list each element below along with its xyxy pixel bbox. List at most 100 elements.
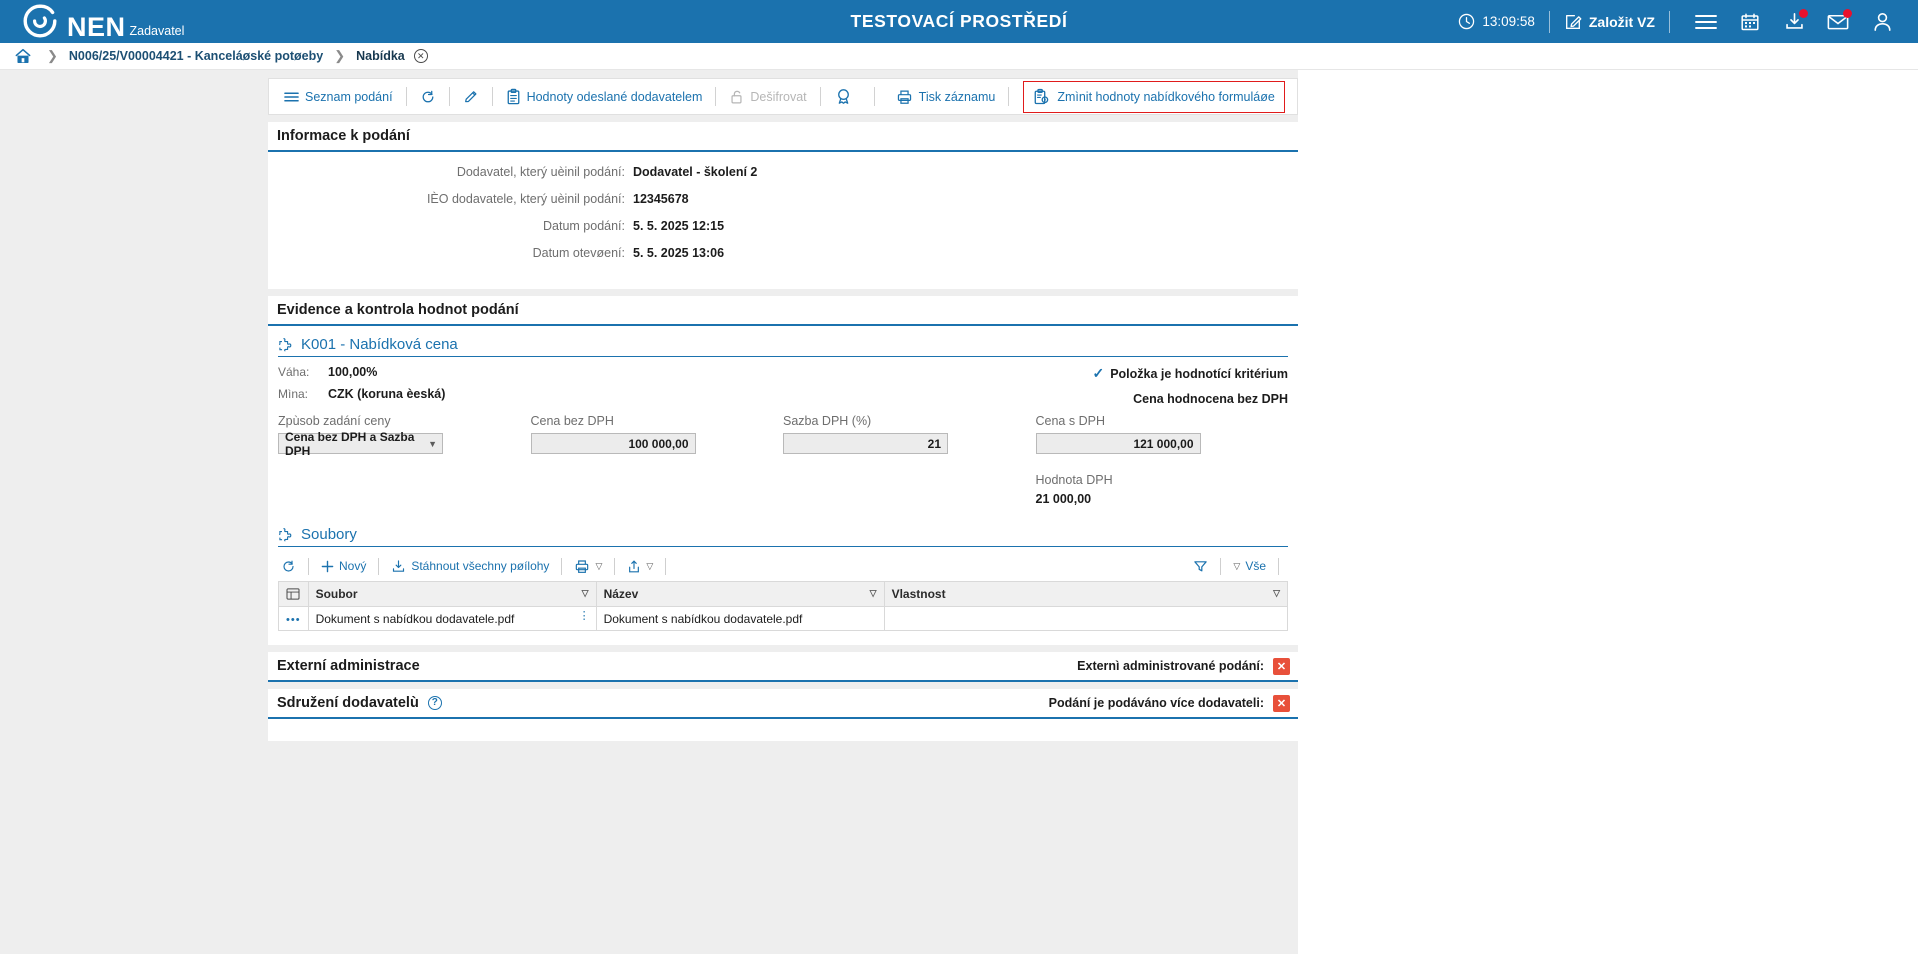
files-download-all-button[interactable]: Stáhnout všechny pøílohy — [388, 559, 552, 574]
header-divider-2 — [1669, 10, 1670, 33]
criterion-flags: ✓ Položka je hodnotící kritérium Cena ho… — [1092, 357, 1288, 406]
row-actions-dots-icon[interactable]: ••• — [286, 613, 301, 626]
info-value: 12345678 — [633, 192, 689, 206]
files-column-nazev[interactable]: Název ▽ — [595, 581, 885, 607]
close-icon[interactable]: ✕ — [413, 49, 428, 63]
puzzle-piece-icon — [278, 337, 294, 352]
sort-icon[interactable]: ▽ — [869, 588, 877, 598]
files-toolbar-divider-3 — [561, 557, 563, 575]
files-toolbar-left: Nový Stáhnout všechny pøíl — [278, 557, 675, 575]
chevron-down-icon[interactable]: ▽ — [646, 560, 654, 571]
table-row[interactable]: ••• Dokument s nabídkou dodavatele.pdf ⋮… — [278, 606, 1289, 631]
toolbar-award-button[interactable] — [831, 83, 856, 110]
files-refresh-button[interactable] — [278, 559, 299, 574]
cell-kebab-icon[interactable]: ⋮ — [578, 610, 590, 622]
price-no-vat-value: 100 000,00 — [628, 436, 689, 451]
breadcrumb-chevron-1: ❯ — [47, 48, 58, 63]
criterion-title-group[interactable]: K001 - Nabídková cena — [278, 336, 458, 353]
info-value: 5. 5. 2025 12:15 — [633, 219, 725, 233]
user-avatar-icon[interactable] — [1860, 0, 1904, 43]
create-procurement-label: Založit VZ — [1588, 13, 1655, 30]
supplier-association-status-label: Podání je podáváno více dodavateli: — [1048, 696, 1264, 710]
external-admin-status-label: Externì administrované podání: — [1077, 659, 1264, 673]
price-no-vat-input[interactable]: 100 000,00 — [530, 433, 696, 454]
status-badge-no[interactable]: ✕ — [1273, 657, 1290, 675]
cell-vlastnost[interactable] — [883, 606, 1289, 631]
info-value: Dodavatel - školení 2 — [633, 165, 758, 179]
supplier-association-header: Sdružení dodavatelù ? Podání je podáváno… — [268, 689, 1298, 719]
toolbar-decrypt-button: Dešifrovat — [726, 83, 809, 110]
printer-icon — [574, 559, 590, 574]
files-column-vlastnost-label: Vlastnost — [891, 587, 946, 601]
field-price-method-label: Zpùsob zadání ceny — [278, 414, 391, 428]
sort-icon[interactable]: ▽ — [1273, 588, 1280, 598]
price-method-select[interactable]: Cena bez DPH a Sazba DPH ▼ — [278, 430, 443, 458]
files-column-vlastnost[interactable]: Vlastnost ▽ — [883, 581, 1289, 607]
cell-soubor[interactable]: Dokument s nabídkou dodavatele.pdf ⋮ — [307, 606, 597, 631]
criterion-weight-row: Váha: 100,00% — [278, 365, 445, 379]
breadcrumb-item-procurement[interactable]: N006/25/V00004421 - Kanceláøské potøeby — [68, 49, 324, 63]
nen-logo-icon — [22, 3, 58, 39]
toolbar-list-submissions[interactable]: Seznam podání — [281, 83, 396, 110]
row-menu-cell[interactable]: ••• — [278, 606, 309, 631]
info-value: 5. 5. 2025 13:06 — [633, 246, 725, 260]
toolbar-print-record[interactable]: Tisk záznamu — [893, 83, 999, 110]
home-icon[interactable] — [14, 47, 32, 65]
pencil-icon — [463, 89, 479, 105]
chevron-down-icon[interactable]: ▽ — [595, 560, 603, 571]
toolbar-edit-button[interactable] — [460, 83, 482, 110]
chevron-down-icon: ▽ — [1233, 560, 1241, 571]
files-print-button[interactable]: ▽ — [571, 559, 605, 574]
files-toolbar-divider-5 — [665, 557, 667, 575]
files-column-select[interactable] — [278, 581, 309, 607]
supplier-association-status: Podání je podáváno více dodavateli: ✕ — [1048, 694, 1290, 712]
evidence-panel: Evidence a kontrola hodnot podání K001 — [268, 296, 1298, 645]
sort-icon[interactable]: ▽ — [581, 588, 589, 598]
submission-info-body: Dodavatel, který uèinil podání: Dodavate… — [268, 152, 1298, 289]
vat-rate-input[interactable]: 21 — [783, 433, 948, 454]
inbox-download-icon[interactable] — [1772, 0, 1816, 43]
help-icon[interactable]: ? — [427, 695, 442, 710]
create-procurement-button[interactable]: Založit VZ — [1564, 13, 1655, 31]
header-divider — [1548, 10, 1550, 33]
files-show-all-button[interactable]: ▽ Vše — [1230, 559, 1269, 573]
files-column-nazev-label: Název — [603, 587, 639, 601]
inbox-notification-dot — [1799, 9, 1808, 18]
status-badge-no[interactable]: ✕ — [1273, 694, 1290, 712]
toolbar-change-form-values[interactable]: Zmìnit hodnoty nabídkového formuláøe — [1023, 80, 1285, 113]
breadcrumb-item-offer[interactable]: Nabídka — [356, 49, 405, 63]
hamburger-menu-icon[interactable] — [1684, 0, 1728, 43]
toolbar-divider-5 — [819, 87, 821, 106]
files-new-button[interactable]: Nový — [318, 559, 369, 573]
cell-nazev[interactable]: Dokument s nabídkou dodavatele.pdf — [595, 606, 885, 631]
files-filter-button[interactable] — [1190, 559, 1211, 574]
clipboard-gear-icon — [1033, 88, 1050, 106]
criterion-title: K001 - Nabídková cena — [301, 336, 458, 353]
supplier-association-body — [268, 719, 1298, 741]
field-price-no-vat-label: Cena bez DPH — [530, 414, 614, 428]
envelope-icon[interactable] — [1816, 0, 1860, 43]
price-with-vat-value: 121 000,00 — [1133, 436, 1194, 451]
files-title-group[interactable]: Soubory — [278, 526, 357, 543]
brand-logo-group[interactable]: NEN Zadavatel — [0, 3, 185, 41]
price-with-vat-input[interactable]: 121 000,00 — [1035, 433, 1201, 454]
files-table-header-row: Soubor ▽ Název ▽ Vlastnost ▽ — [278, 581, 1289, 607]
record-toolbar: Seznam podání — [268, 78, 1298, 115]
plus-icon — [321, 560, 334, 573]
clock-time: 13:09:58 — [1482, 14, 1535, 29]
main-content: Seznam podání — [268, 70, 1298, 954]
brand-subtitle: Zadavatel — [129, 24, 185, 38]
cell-soubor-text: Dokument s nabídkou dodavatele.pdf — [315, 611, 515, 626]
toolbar-refresh-button[interactable] — [417, 83, 439, 110]
files-column-soubor[interactable]: Soubor ▽ — [307, 581, 597, 607]
chevron-down-icon: ▼ — [428, 438, 437, 449]
toolbar-supplier-values[interactable]: Hodnoty odeslané dodavatelem — [503, 83, 706, 110]
files-export-button[interactable]: ▽ — [624, 559, 656, 574]
external-admin-header: Externí administrace Externì administrov… — [268, 652, 1298, 682]
calendar-icon[interactable] — [1728, 0, 1772, 43]
toolbar-change-form-values-label: Zmìnit hodnoty nabídkového formuláøe — [1057, 89, 1275, 104]
info-row: Datum otevøení: 5. 5. 2025 13:06 — [268, 246, 1298, 260]
page-title: Informace k podání — [277, 128, 410, 144]
grid-settings-icon — [286, 588, 301, 600]
field-price-with-vat-label: Cena s DPH — [1035, 414, 1105, 428]
